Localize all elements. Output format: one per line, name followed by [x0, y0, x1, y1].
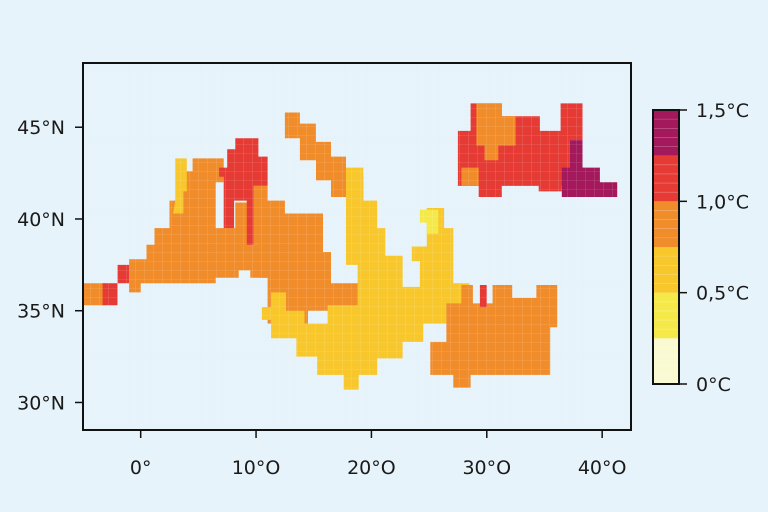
legend-tick-label: 1,5°C	[696, 100, 749, 122]
y-axis: 45°N 40°N 35°N 30°N	[17, 117, 83, 414]
legend-band	[653, 201, 679, 247]
x-tick-label: 30°O	[462, 457, 511, 479]
y-tick-label: 45°N	[17, 117, 65, 139]
legend-band	[653, 292, 679, 339]
legend: 1,5°C 1,0°C 0,5°C 0°C	[652, 100, 749, 396]
legend-band	[653, 110, 679, 156]
legend-tick-label: 1,0°C	[696, 191, 749, 213]
y-tick-label: 40°N	[17, 209, 65, 231]
x-tick-label: 20°O	[347, 457, 396, 479]
x-tick-label: 0°	[130, 457, 152, 479]
y-tick-label: 35°N	[17, 301, 65, 323]
grid-overlay	[83, 63, 631, 430]
legend-tick-label: 0,5°C	[696, 283, 749, 305]
x-axis: 0° 10°O 20°O 30°O 40°O	[130, 430, 627, 479]
y-tick-label: 30°N	[17, 392, 65, 414]
legend-band	[653, 155, 679, 202]
plot-frame	[82, 62, 632, 431]
legend-band	[653, 338, 679, 384]
legend-band	[653, 247, 679, 293]
x-tick-label: 10°O	[232, 457, 281, 479]
legend-tick-label: 0°C	[696, 374, 731, 396]
x-tick-label: 40°O	[578, 457, 627, 479]
legend-frame	[652, 109, 680, 385]
